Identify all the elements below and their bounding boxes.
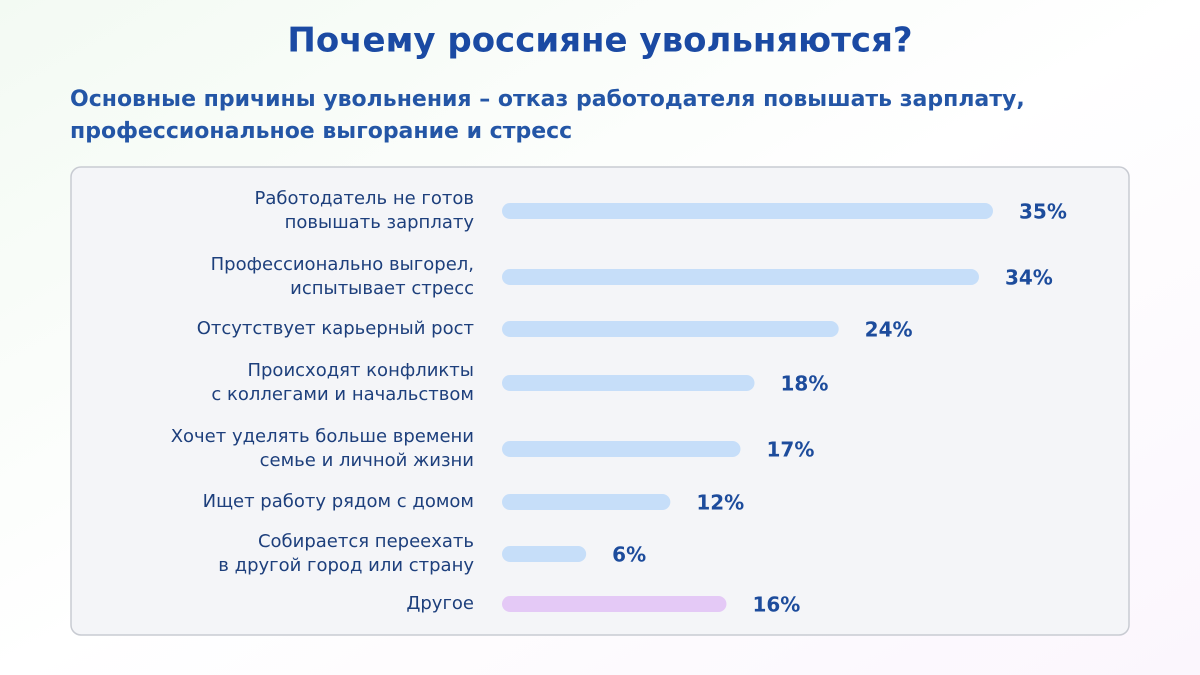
bar <box>502 269 979 285</box>
category-label: Другое <box>406 593 474 614</box>
category-label: повышать зарплату <box>285 212 475 233</box>
bar <box>502 321 839 337</box>
bar <box>502 546 587 562</box>
bar <box>502 375 755 391</box>
bar <box>502 494 671 510</box>
value-label: 6% <box>612 543 646 567</box>
category-label: Происходят конфликты <box>247 360 474 381</box>
bar <box>502 441 741 457</box>
category-label: с коллегами и начальством <box>211 384 474 405</box>
subtitle: Основные причины увольнения – отказ рабо… <box>70 87 1025 112</box>
subtitle: профессиональное выгорание и стресс <box>70 119 572 144</box>
category-label: Ищет работу рядом с домом <box>203 491 474 512</box>
category-label: Хочет уделять больше времени <box>171 426 474 447</box>
value-label: 16% <box>752 593 800 617</box>
value-label: 18% <box>781 372 829 396</box>
category-label: испытывает стресс <box>290 278 474 299</box>
value-label: 12% <box>696 491 744 515</box>
category-label: Работодатель не готов <box>254 188 474 209</box>
value-label: 34% <box>1005 266 1053 290</box>
category-label: в другой город или страну <box>218 555 474 576</box>
value-label: 35% <box>1019 200 1067 224</box>
bar <box>502 596 727 612</box>
category-label: Профессионально выгорел, <box>211 254 474 275</box>
value-label: 17% <box>766 438 814 462</box>
category-label: Отсутствует карьерный рост <box>197 318 474 339</box>
value-label: 24% <box>865 318 913 342</box>
chart-title: Почему россияне увольняются? <box>287 21 912 61</box>
category-label: Собирается переехать <box>258 531 474 552</box>
category-label: семье и личной жизни <box>260 450 474 471</box>
bar <box>502 203 993 219</box>
